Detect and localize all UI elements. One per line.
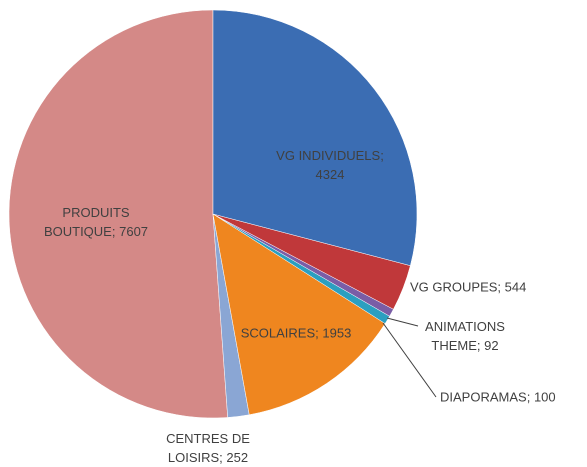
category-name: CENTRES DE LOISIRS — [166, 431, 250, 465]
value-label: 1953 — [322, 325, 352, 341]
label-separator: ; — [380, 148, 384, 163]
value-label: 92 — [484, 338, 499, 353]
value-label: 252 — [226, 450, 249, 465]
category-name: SCOLAIRES — [240, 325, 316, 341]
label-separator: ; — [526, 389, 531, 405]
data-label: PRODUITS BOUTIQUE; 7607 — [34, 203, 159, 241]
leader-line — [382, 322, 437, 398]
category-name: VG INDIVIDUELS — [276, 148, 381, 163]
leader-line — [386, 317, 419, 327]
value-label: 4324 — [315, 167, 345, 182]
data-label: CENTRES DE LOISIRS; 252 — [158, 429, 258, 467]
label-separator: ; — [476, 338, 481, 353]
label-separator: ; — [497, 279, 502, 295]
data-label: ANIMATIONS THEME; 92 — [410, 317, 520, 355]
value-label: 544 — [504, 279, 527, 295]
label-separator: ; — [111, 224, 116, 239]
label-separator: ; — [219, 450, 223, 465]
label-separator: ; — [315, 325, 319, 341]
data-label: VG INDIVIDUELS; 4324 — [265, 146, 395, 184]
category-name: VG GROUPES — [410, 279, 498, 295]
value-label: 100 — [533, 389, 556, 405]
pie-slice — [8, 9, 228, 419]
pie-slice — [212, 9, 418, 266]
data-label: SCOLAIRES; 1953 — [226, 324, 366, 343]
category-name: PRODUITS BOUTIQUE — [43, 205, 130, 239]
category-name: DIAPORAMAS — [440, 389, 527, 405]
data-label: DIAPORAMAS; 100 — [440, 388, 556, 407]
pie-slice — [212, 213, 386, 416]
data-label: VG GROUPES; 544 — [410, 278, 526, 297]
value-label: 7607 — [119, 224, 149, 239]
category-name: ANIMATIONS THEME — [425, 319, 505, 353]
